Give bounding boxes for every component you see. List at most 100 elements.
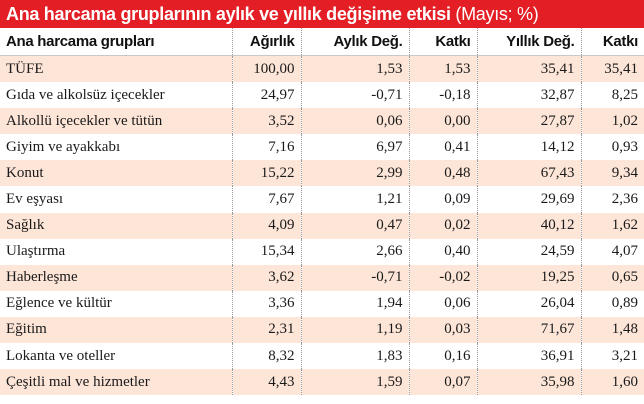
table-row: Haberleşme 3,62 -0,71 -0,02 19,25 0,65 [0,264,644,291]
group-name-cell: TÜFE [0,55,233,83]
weight-cell: 15,34 [232,238,302,265]
monthly-change-cell: 1,53 [301,55,410,83]
annual-contribution-cell: 35,41 [581,55,644,83]
annual-contribution-cell: 4,07 [581,238,644,265]
monthly-contribution-cell: 0,16 [409,343,478,370]
weight-cell: 100,00 [232,55,302,83]
table-row: Alkollü içecekler ve tütün 3,52 0,06 0,00 27… [0,108,644,135]
title-bar: Ana harcama gruplarının aylık ve yıllık … [0,0,644,28]
table-row: Eğlence ve kültür 3,36 1,94 0,06 26,04 0,89 [0,290,644,317]
annual-change-cell: 35,41 [477,55,582,83]
weight-cell: 3,52 [232,108,302,135]
table-row: Gıda ve alkolsüz içecekler 24,97 -0,71 -0,1… [0,82,644,109]
monthly-contribution-cell: 0,02 [409,212,478,239]
annual-change-cell: 29,69 [477,186,582,213]
table-row: Eğitim 2,31 1,19 0,03 71,67 1,48 [0,316,644,344]
table-row: Çeşitli mal ve hizmetler 4,43 1,59 0,07 35,9… [0,369,644,396]
header-row: Ana harcama grupları Ağırlık Aylık Değ. Kat… [0,28,644,56]
header-annual-contribution: Katkı [581,28,644,56]
annual-change-cell: 36,91 [477,343,582,370]
monthly-contribution-cell: 0,40 [409,238,478,265]
weight-cell: 24,97 [232,82,302,109]
annual-contribution-cell: 1,02 [581,108,644,135]
monthly-change-cell: 1,83 [301,343,410,370]
weight-cell: 15,22 [232,160,302,187]
group-name-cell: Lokanta ve oteller [0,343,233,370]
header-weight: Ağırlık [232,28,302,56]
monthly-change-cell: 6,97 [301,134,410,161]
weight-cell: 4,43 [232,369,302,396]
annual-contribution-cell: 3,21 [581,343,644,370]
weight-cell: 4,09 [232,212,302,239]
header-group: Ana harcama grupları [0,28,233,56]
weight-cell: 2,31 [232,316,302,344]
table-row: Giyim ve ayakkabı 7,16 6,97 0,41 14,12 0,93 [0,134,644,161]
annual-change-cell: 24,59 [477,238,582,265]
group-name-cell: Ev eşyası [0,186,233,213]
table-row: Lokanta ve oteller 8,32 1,83 0,16 36,91 3,21 [0,343,644,370]
monthly-change-cell: 1,19 [301,316,410,344]
table-row: Sağlık 4,09 0,47 0,02 40,12 1,62 [0,212,644,239]
weight-cell: 3,36 [232,290,302,317]
monthly-change-cell: 1,59 [301,369,410,396]
annual-change-cell: 27,87 [477,108,582,135]
group-name-cell: Çeşitli mal ve hizmetler [0,369,233,396]
monthly-change-cell: -0,71 [301,82,410,109]
monthly-change-cell: -0,71 [301,264,410,291]
group-name-cell: Eğlence ve kültür [0,290,233,317]
annual-change-cell: 67,43 [477,160,582,187]
monthly-change-cell: 2,66 [301,238,410,265]
monthly-contribution-cell: -0,02 [409,264,478,291]
data-table: Ana harcama grupları Ağırlık Aylık Değ. Kat… [0,28,644,396]
group-name-cell: Eğitim [0,316,233,344]
annual-contribution-cell: 1,48 [581,316,644,344]
group-name-cell: Ulaştırma [0,238,233,265]
annual-contribution-cell: 0,93 [581,134,644,161]
group-name-cell: Alkollü içecekler ve tütün [0,108,233,135]
monthly-contribution-cell: 0,03 [409,316,478,344]
table-row: Ev eşyası 7,67 1,21 0,09 29,69 2,36 [0,186,644,213]
group-name-cell: Haberleşme [0,264,233,291]
table-body: TÜFE 100,00 1,53 1,53 35,41 35,41 Gıda ve alko… [0,55,644,396]
weight-cell: 8,32 [232,343,302,370]
monthly-change-cell: 1,21 [301,186,410,213]
annual-contribution-cell: 0,65 [581,264,644,291]
annual-contribution-cell: 9,34 [581,160,644,187]
monthly-contribution-cell: 0,07 [409,369,478,396]
annual-change-cell: 71,67 [477,316,582,344]
table-row: TÜFE 100,00 1,53 1,53 35,41 35,41 [0,55,644,83]
header-monthly-change: Aylık Değ. [301,28,410,56]
monthly-contribution-cell: 1,53 [409,55,478,83]
annual-change-cell: 32,87 [477,82,582,109]
monthly-contribution-cell: -0,18 [409,82,478,109]
annual-change-cell: 14,12 [477,134,582,161]
monthly-contribution-cell: 0,09 [409,186,478,213]
annual-contribution-cell: 1,62 [581,212,644,239]
monthly-change-cell: 1,94 [301,290,410,317]
annual-contribution-cell: 1,60 [581,369,644,396]
table-unit: (Mayıs; %) [455,4,539,24]
annual-change-cell: 26,04 [477,290,582,317]
group-name-cell: Sağlık [0,212,233,239]
table-title: Ana harcama gruplarının aylık ve yıllık … [6,4,451,24]
group-name-cell: Konut [0,160,233,187]
table-row: Konut 15,22 2,99 0,48 67,43 9,34 [0,160,644,187]
weight-cell: 3,62 [232,264,302,291]
annual-change-cell: 40,12 [477,212,582,239]
group-name-cell: Gıda ve alkolsüz içecekler [0,82,233,109]
weight-cell: 7,67 [232,186,302,213]
monthly-contribution-cell: 0,41 [409,134,478,161]
annual-contribution-cell: 0,89 [581,290,644,317]
annual-contribution-cell: 8,25 [581,82,644,109]
monthly-contribution-cell: 0,48 [409,160,478,187]
weight-cell: 7,16 [232,134,302,161]
header-monthly-contribution: Katkı [409,28,478,56]
monthly-change-cell: 0,47 [301,212,410,239]
header-annual-change: Yıllık Değ. [477,28,582,56]
annual-contribution-cell: 2,36 [581,186,644,213]
monthly-change-cell: 0,06 [301,108,410,135]
monthly-contribution-cell: 0,00 [409,108,478,135]
monthly-change-cell: 2,99 [301,160,410,187]
table-row: Ulaştırma 15,34 2,66 0,40 24,59 4,07 [0,238,644,265]
